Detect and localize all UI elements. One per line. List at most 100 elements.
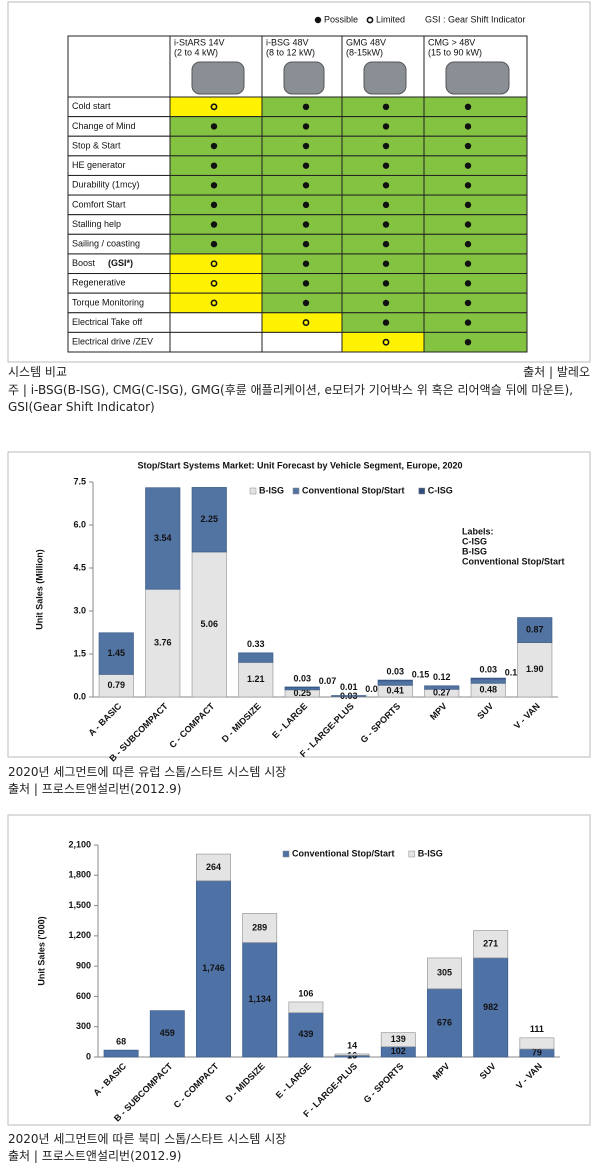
data-label: 79 xyxy=(532,1047,542,1057)
caption-source: 출처 | 프로스트앤설리번(2012.9) xyxy=(8,1149,182,1163)
data-label: 0.15 xyxy=(505,667,523,677)
cell xyxy=(261,273,343,294)
chart-frame xyxy=(7,451,591,758)
data-label: 139 xyxy=(391,1034,406,1044)
row-label: Change of Mind xyxy=(72,121,136,131)
possible-dot xyxy=(382,142,390,150)
y-tick-label: 3.0 xyxy=(73,605,86,615)
cell xyxy=(169,312,263,333)
legend-label: B-ISG xyxy=(259,485,284,495)
y-tick-label: 7.5 xyxy=(73,476,86,486)
bar-segment xyxy=(427,957,462,990)
column-power: (2 to 4 kW) xyxy=(174,47,218,57)
limited-ring xyxy=(302,319,310,326)
data-label: 0.07 xyxy=(319,676,337,686)
labels-key-item: B-ISG xyxy=(462,546,487,556)
limited-ring xyxy=(210,299,218,307)
cell xyxy=(423,273,528,294)
possible-dot xyxy=(302,123,310,130)
data-label: 271 xyxy=(483,939,498,949)
possible-dot xyxy=(464,201,472,209)
y-tick-label: 1,200 xyxy=(68,930,91,940)
cell xyxy=(423,312,528,333)
column-name: CMG > 48V xyxy=(428,37,475,47)
bar-segment xyxy=(377,679,413,682)
data-label: 0.03 xyxy=(386,666,404,676)
cell xyxy=(261,214,343,235)
limited-ring xyxy=(210,260,218,268)
legend-swatch xyxy=(249,487,257,495)
possible-dot xyxy=(314,16,322,24)
caption-title: 2020년 세그먼트에 따른 북미 스톱/스타트 시스템 시장 xyxy=(8,1132,287,1146)
cell xyxy=(423,116,528,137)
possible-dot xyxy=(210,221,218,228)
data-label: 1,746 xyxy=(202,963,225,973)
bar-segment xyxy=(145,588,181,698)
cell xyxy=(423,331,528,353)
legend-swatch xyxy=(418,487,426,495)
cell xyxy=(261,174,343,196)
limited-ring xyxy=(210,103,218,111)
legend-label: B-ISG xyxy=(418,848,443,858)
column-image xyxy=(283,61,325,95)
row-label: Stalling help xyxy=(72,219,121,229)
legend-label: Possible xyxy=(324,14,358,24)
data-label: 111 xyxy=(530,1024,544,1034)
possible-dot xyxy=(464,280,472,287)
data-label: 0.79 xyxy=(107,680,125,690)
possible-dot xyxy=(464,103,472,111)
chart-title: Stop/Start Systems Market: Unit Forecast… xyxy=(137,460,462,470)
possible-dot xyxy=(464,338,472,346)
possible-dot xyxy=(382,103,390,111)
possible-dot xyxy=(464,240,472,248)
caption-source: 출처 | 발레오 xyxy=(523,365,590,379)
bar-segment xyxy=(145,487,181,590)
possible-dot xyxy=(382,221,390,228)
data-label: 459 xyxy=(160,1028,175,1038)
cell xyxy=(261,292,343,314)
cell xyxy=(261,233,343,255)
legend-label: Conventional Stop/Start xyxy=(292,848,395,858)
labels-key-item: C-ISG xyxy=(462,536,487,546)
column-image xyxy=(445,61,510,95)
column-name: i-BSG 48V xyxy=(266,37,309,47)
data-label: 1,134 xyxy=(248,994,271,1004)
row-label: Comfort Start xyxy=(72,199,126,209)
possible-dot xyxy=(302,162,310,169)
legend-label: Limited xyxy=(376,14,405,24)
possible-dot xyxy=(382,319,390,326)
possible-dot xyxy=(464,299,472,307)
cell xyxy=(423,96,528,118)
bar-segment xyxy=(519,1037,555,1050)
data-label: 2.25 xyxy=(200,514,218,524)
data-label: 264 xyxy=(206,862,221,872)
row-label: Sailing / coasting xyxy=(72,238,140,248)
data-label: 289 xyxy=(252,922,267,932)
y-tick-label: 4.5 xyxy=(73,562,86,572)
bar-segment xyxy=(380,1032,416,1048)
caption-title: 시스템 비교 xyxy=(8,365,68,379)
data-label: 676 xyxy=(437,1017,452,1027)
y-tick-label: 1.5 xyxy=(73,648,86,658)
possible-dot xyxy=(210,142,218,150)
possible-dot xyxy=(464,182,472,189)
column-power: (15 to 90 kW) xyxy=(428,47,482,57)
possible-dot xyxy=(302,142,310,150)
possible-dot xyxy=(464,123,472,130)
possible-dot xyxy=(302,201,310,209)
y-tick-label: 1,800 xyxy=(68,870,91,880)
legend-label: C-ISG xyxy=(428,485,453,495)
bar-segment xyxy=(98,632,134,675)
possible-dot xyxy=(302,280,310,287)
column-power: (8 to 12 kW) xyxy=(266,47,315,57)
y-tick-label: 0 xyxy=(86,1051,91,1061)
cell xyxy=(423,233,528,255)
legend-swatch xyxy=(282,850,290,858)
cell xyxy=(423,135,528,157)
caption-source: 출처 | 프로스트앤설리번(2012.9) xyxy=(8,782,182,796)
data-label: 14 xyxy=(347,1040,357,1050)
row-label: Stop & Start xyxy=(72,140,121,150)
limited-ring xyxy=(210,279,218,287)
cell xyxy=(423,155,528,176)
